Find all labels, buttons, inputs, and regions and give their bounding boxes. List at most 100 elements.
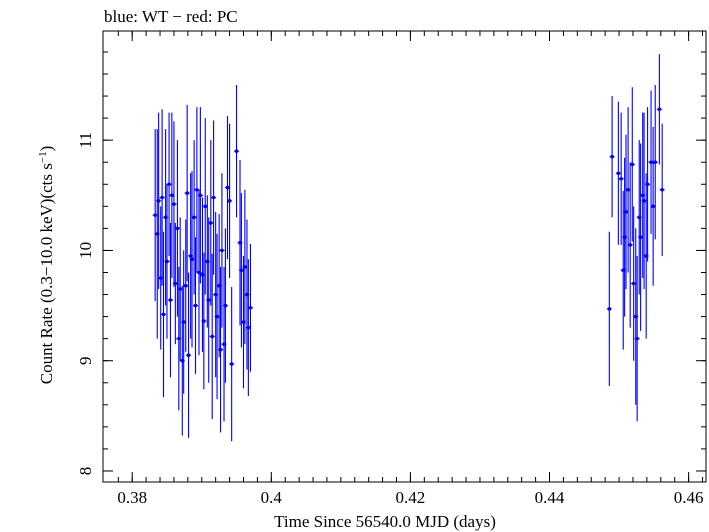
- data-point: [184, 104, 190, 282]
- x-axis-label: Time Since 56540.0 MJD (days): [274, 512, 496, 531]
- point-marker: [619, 176, 623, 181]
- point-marker: [168, 298, 173, 302]
- data-point: [634, 255, 640, 422]
- data-point: [189, 171, 195, 348]
- data-point: [159, 109, 165, 286]
- point-marker: [657, 107, 662, 112]
- point-marker: [167, 182, 171, 187]
- y-axis-label-superscript: −1: [37, 151, 49, 163]
- point-marker: [165, 259, 169, 264]
- data-point: [191, 140, 197, 295]
- point-marker: [229, 362, 234, 366]
- x-tick-label: 0.4: [261, 488, 283, 507]
- x-tick-label: 0.44: [535, 488, 565, 507]
- point-marker: [209, 221, 213, 225]
- data-point: [164, 184, 170, 339]
- point-marker: [624, 210, 628, 214]
- y-axis-label: Count Rate (0.3−10.0 keV)(cts s−1): [37, 146, 56, 385]
- point-marker: [610, 154, 614, 159]
- data-point: [659, 123, 665, 256]
- point-marker: [649, 160, 653, 165]
- plot-frame: [102, 30, 707, 483]
- data-point: [645, 107, 651, 262]
- data-point: [615, 101, 621, 245]
- point-marker: [206, 298, 211, 302]
- y-tick-label: 11: [76, 132, 95, 148]
- point-marker: [607, 307, 612, 311]
- point-marker: [630, 162, 635, 167]
- point-marker: [215, 314, 219, 319]
- point-marker: [626, 187, 630, 192]
- point-marker: [160, 195, 164, 200]
- data-point: [209, 253, 215, 420]
- point-marker: [223, 303, 228, 308]
- data-point: [197, 107, 203, 284]
- data-point: [234, 85, 240, 218]
- data-point: [171, 121, 177, 287]
- point-marker: [190, 257, 194, 262]
- point-marker: [651, 204, 655, 209]
- x-tick-label: 0.42: [396, 488, 426, 507]
- point-marker: [185, 191, 189, 195]
- data-point: [609, 96, 615, 218]
- data-point: [618, 112, 624, 245]
- point-marker: [173, 281, 178, 286]
- data-point: [245, 259, 251, 396]
- data-point: [656, 54, 662, 165]
- data-point: [247, 243, 253, 372]
- data-point: [174, 140, 180, 317]
- x-tick-label: 0.38: [117, 488, 147, 507]
- point-marker: [198, 193, 203, 198]
- y-axis-label-close: ): [37, 146, 56, 152]
- data-point: [161, 231, 167, 398]
- data-point: [631, 206, 637, 361]
- point-marker: [210, 334, 214, 339]
- point-marker: [203, 204, 208, 209]
- data-point: [606, 231, 612, 387]
- point-marker: [183, 283, 188, 288]
- data-point: [183, 219, 189, 352]
- data-point: [166, 112, 172, 256]
- data-point: [222, 228, 228, 383]
- point-marker: [195, 187, 199, 192]
- point-marker: [153, 213, 157, 217]
- y-tick-label: 8: [76, 467, 95, 476]
- point-marker: [635, 336, 639, 341]
- data-point: [208, 140, 214, 306]
- data-point: [186, 272, 192, 438]
- point-marker: [175, 226, 180, 231]
- data-point: [156, 112, 162, 290]
- point-marker: [234, 149, 239, 153]
- data-points: [152, 54, 665, 442]
- point-marker: [660, 187, 664, 192]
- point-marker: [616, 171, 621, 176]
- point-marker: [218, 347, 223, 352]
- data-point: [629, 87, 635, 242]
- y-tick-label: 9: [76, 356, 95, 365]
- point-marker: [186, 353, 191, 357]
- tick-labels: 0.38 0.4 0.42 0.44 0.46 8 9 10 11: [76, 132, 703, 507]
- point-marker: [248, 305, 253, 310]
- point-marker: [631, 281, 636, 286]
- point-marker: [211, 195, 216, 200]
- point-marker: [645, 182, 650, 187]
- data-point: [652, 85, 658, 240]
- data-point: [218, 266, 224, 433]
- point-marker: [202, 319, 206, 323]
- data-point: [193, 237, 199, 374]
- point-marker: [653, 160, 658, 165]
- chart-title: blue: WT − red: PC: [104, 7, 238, 26]
- point-marker: [642, 199, 646, 203]
- point-marker: [170, 193, 174, 198]
- data-point: [201, 252, 207, 390]
- data-point: [227, 123, 233, 279]
- point-marker: [227, 199, 232, 203]
- point-marker: [193, 303, 198, 308]
- point-marker: [243, 265, 247, 269]
- point-marker: [192, 215, 196, 220]
- axis-ticks: [103, 31, 706, 482]
- point-marker: [220, 248, 224, 253]
- point-marker: [156, 199, 161, 203]
- point-marker: [239, 268, 244, 273]
